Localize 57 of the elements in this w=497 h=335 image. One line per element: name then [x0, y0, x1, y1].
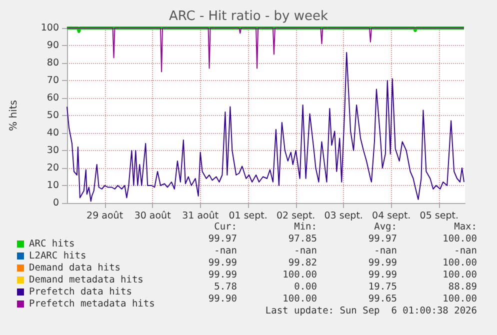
text: 88.89 [448, 282, 478, 292]
y-tick-label: 50 [46, 110, 59, 121]
text: 99.97 [208, 234, 237, 244]
text: 99.99 [208, 270, 238, 280]
text: 99.99 [368, 270, 398, 280]
text: Min: [294, 222, 317, 232]
text: Max: [454, 222, 477, 232]
text: 100.00 [442, 294, 478, 304]
text: 99.99 [368, 258, 398, 268]
legend-label: ARC hits [29, 238, 75, 250]
y-tick-label: 30 [46, 145, 59, 156]
text: Cur: [214, 222, 237, 232]
text: 99.99 [208, 258, 238, 268]
text: -nan [294, 246, 317, 256]
legend-label: Demand metadata hits [29, 274, 144, 286]
y-tick-label: 10 [46, 180, 59, 191]
legend-label: Demand data hits [29, 262, 121, 274]
text: Avg: [374, 222, 397, 232]
legend-label: Prefetch metadata hits [29, 298, 155, 310]
text: 100.00 [442, 258, 478, 268]
y-axis-title: % hits [8, 100, 20, 131]
text: 100.00 [442, 234, 478, 244]
x-tick-label: 29 août [86, 210, 124, 222]
text: 5.78 [214, 282, 238, 292]
text: Last update: Sun Sep 6 01:00:38 2026 [265, 306, 478, 316]
text: -nan [454, 246, 477, 256]
text: 97.85 [288, 234, 317, 244]
text: 99.97 [368, 234, 397, 244]
text: 100.00 [282, 270, 318, 280]
y-tick-label: 80 [46, 58, 59, 68]
text: 19.75 [368, 282, 397, 292]
text: 100.00 [282, 294, 318, 304]
text: -nan [374, 246, 397, 256]
x-tick-label: 01 sept. [228, 210, 268, 222]
text: 100.00 [442, 270, 478, 280]
text: -nan [214, 246, 237, 256]
chart-title: ARC - Hit ratio - by week [168, 9, 329, 24]
x-tick-label: 30 août [134, 210, 172, 222]
text: 99.82 [288, 258, 317, 268]
x-tick-label: 04 sept. [372, 210, 411, 222]
legend-label: Prefetch data hits [29, 286, 132, 298]
text: 0.00 [294, 282, 318, 292]
y-tick-label: 90 [46, 40, 59, 51]
text: 99.65 [368, 294, 397, 304]
y-tick-label: 0 [52, 198, 59, 208]
y-tick-label: 70 [46, 75, 59, 86]
text: 99.90 [208, 294, 238, 304]
y-tick-label: 100 [40, 22, 59, 34]
x-tick-label: 05 sept. [420, 210, 458, 222]
line-series [66, 28, 465, 72]
x-tick-label: 02 sept. [276, 210, 316, 222]
y-tick-label: 20 [46, 162, 59, 174]
y-tick-label: 40 [46, 128, 59, 138]
legend-label: L2ARC hits [29, 250, 86, 262]
y-tick-label: 60 [46, 92, 59, 104]
x-tick-label: 31 août [182, 210, 219, 222]
x-tick-label: 03 sept. [324, 210, 363, 222]
